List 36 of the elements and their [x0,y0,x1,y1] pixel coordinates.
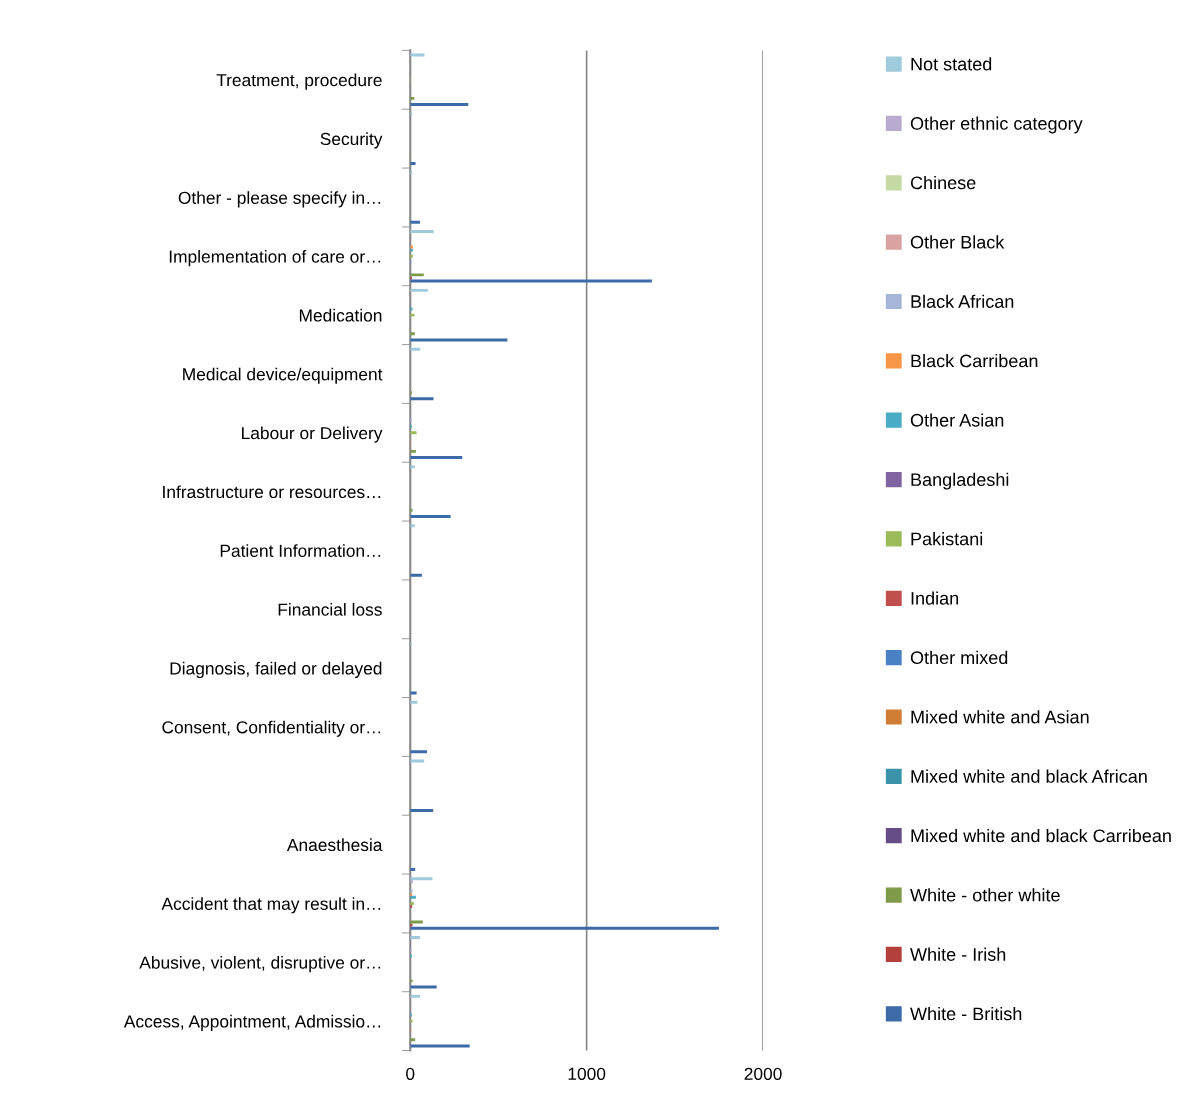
legend-label: Mixed white and Asian [911,710,1089,724]
y-tick-label: Consent, Confidentiality or… [162,720,381,737]
y-tick-label: Diagnosis, failed or delayed [170,661,382,679]
legend-label: Black African [911,294,1014,308]
legend-label: Indian [911,591,959,605]
legend-label: Not stated [911,57,992,71]
x-tick-label: 2000 [744,1067,782,1080]
legend-label: Bangladeshi [911,472,1009,490]
legend-label: White - British [910,1006,1022,1021]
y-tick-label: Medication [299,308,382,322]
y-tick-label: Medical device/equipment [183,367,383,384]
y-tick-label: Abusive, violent, disruptive or… [139,956,381,973]
y-tick-label: Labour or Delivery [242,426,383,443]
y-tick-label: Anaesthesia [286,838,383,852]
x-tick-label: 1000 [568,1067,606,1080]
y-tick-label: Accident that may result in… [161,897,381,914]
legend-label: Other mixed [910,650,1008,665]
y-tick-label: Access, Appointment, Admissio… [123,1014,381,1032]
y-tick-label: Patient Information… [220,544,381,557]
y-tick-label: Treatment, procedure [216,73,382,90]
legend-label: Other Asian [910,413,1004,427]
legend-label: Black Carribean [911,354,1038,368]
legend-label: Mixed white and black Carribean [911,828,1171,843]
legend-label: Other Black [910,235,1005,249]
legend-label: White - other white [910,888,1060,902]
y-tick-label: Infrastructure or resources… [163,485,381,499]
legend-label: Chinese [910,175,976,190]
legend-label: Other ethnic category [910,116,1083,134]
legend-label: Pakistani [911,532,983,546]
y-tick-label: Other - please specify in… [178,191,381,208]
legend-label: White - Irish [910,947,1006,961]
y-tick-label: Implementation of care or… [169,250,381,267]
y-tick-label: Security [320,132,383,149]
x-tick-label: 0 [406,1067,415,1080]
y-tick-label: Financial loss [278,603,382,616]
legend-label: Mixed white and black African [911,769,1147,783]
